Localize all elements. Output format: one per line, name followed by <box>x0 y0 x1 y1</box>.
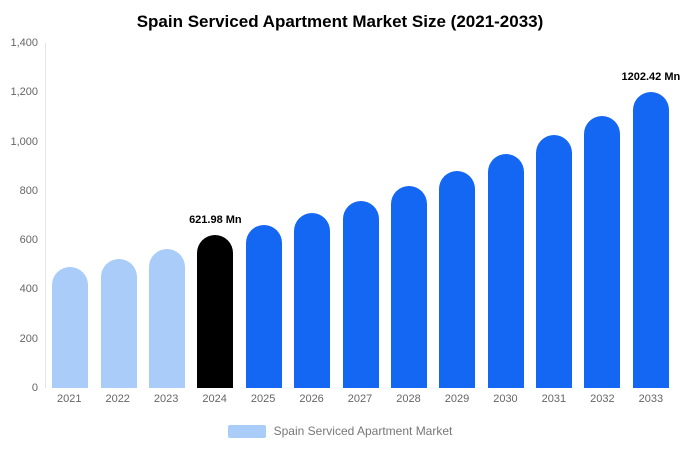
y-tick-label: 1,200 <box>10 86 38 99</box>
bar-2026[interactable] <box>294 213 331 388</box>
bar-2030[interactable] <box>487 153 524 388</box>
bar-column-2031 <box>530 43 578 388</box>
bar-column-2022 <box>94 43 142 388</box>
legend-swatch <box>227 424 266 438</box>
y-axis: 0 200 400 600 800 1,000 1,200 1,400 <box>0 37 40 394</box>
bar-2031[interactable] <box>536 135 573 388</box>
bar-2025[interactable] <box>245 225 282 388</box>
bar-column-2029 <box>433 43 481 388</box>
x-tick-label-2031: 2031 <box>541 393 567 405</box>
y-tick-label: 600 <box>19 234 38 247</box>
bar-column-2030 <box>482 43 530 388</box>
bar-2027[interactable] <box>342 200 379 388</box>
bar-2033[interactable] <box>632 91 669 388</box>
bar-column-2027 <box>336 43 384 388</box>
y-tick-label: 1,400 <box>10 37 38 49</box>
bar-2029[interactable] <box>439 171 476 388</box>
x-tick-label-2024: 2024 <box>202 393 227 405</box>
legend-label: Spain Serviced Apartment Market <box>273 424 453 438</box>
x-tick-label-2026: 2026 <box>299 393 324 405</box>
bar-2023[interactable] <box>148 248 185 388</box>
x-tick-label-2025: 2025 <box>250 393 276 405</box>
x-tick-label-2029: 2029 <box>444 393 470 405</box>
plot-area: 621.98 Mn 1202.42 Mn <box>45 43 680 388</box>
bar-column-2021 <box>46 43 94 388</box>
bar-2028[interactable] <box>390 185 427 388</box>
legend[interactable]: Spain Serviced Apartment Market <box>0 424 680 438</box>
bar-2021[interactable] <box>52 267 89 388</box>
chart-title: Spain Serviced Apartment Market Size (20… <box>136 12 544 31</box>
y-tick-label: 400 <box>19 283 38 296</box>
y-tick-label: 200 <box>19 332 38 345</box>
x-tick-label-2028: 2028 <box>396 393 421 405</box>
x-tick-label-2021: 2021 <box>56 393 82 405</box>
bar-column-2024: 621.98 Mn <box>189 43 242 388</box>
bar-2024[interactable] <box>197 234 234 388</box>
bar-chart: 0 200 400 600 800 1,000 1,200 1,400 621.98 Mn 12… <box>0 37 680 394</box>
bar-column-2028 <box>385 43 433 388</box>
data-label-2033: 1202.42 Mn <box>621 70 680 83</box>
x-tick-label-2022: 2022 <box>105 393 130 405</box>
x-tick-label-2027: 2027 <box>347 393 373 405</box>
bar-column-2033: 1202.42 Mn <box>622 43 680 388</box>
bar-column-2023 <box>143 43 191 388</box>
bar-column-2032 <box>578 43 626 388</box>
x-tick-label-2033: 2033 <box>638 393 664 405</box>
x-tick-label-2030: 2030 <box>493 393 518 405</box>
y-tick-label: 800 <box>19 184 38 197</box>
x-tick-label-2032: 2032 <box>590 393 615 405</box>
bar-column-2025 <box>240 43 288 388</box>
x-tick-label-2023: 2023 <box>153 393 179 405</box>
y-tick-label: 1,000 <box>10 135 38 148</box>
bar-2022[interactable] <box>100 258 137 388</box>
x-axis: 2021 2022 2023 2024 2025 2026 2027 2028 2029 2030… <box>45 393 675 405</box>
bar-column-2026 <box>288 43 336 388</box>
y-tick-label: 0 <box>31 382 38 394</box>
data-label-2024: 621.98 Mn <box>189 213 242 226</box>
bar-2032[interactable] <box>584 115 621 388</box>
